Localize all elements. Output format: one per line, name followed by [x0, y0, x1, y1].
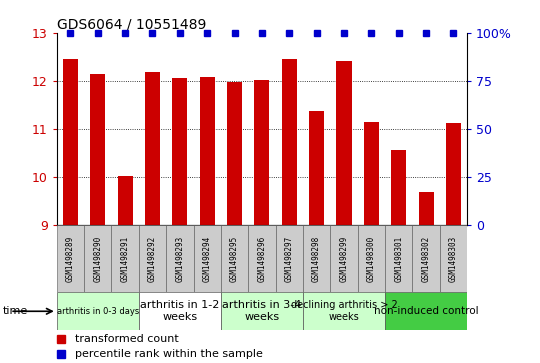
Bar: [357, 225, 385, 292]
Bar: [309, 111, 324, 225]
Text: arthritis in 3-4
weeks: arthritis in 3-4 weeks: [222, 301, 301, 322]
Text: GSM1498289: GSM1498289: [66, 236, 75, 282]
Text: percentile rank within the sample: percentile rank within the sample: [75, 349, 263, 359]
Text: declining arthritis > 2
weeks: declining arthritis > 2 weeks: [291, 301, 397, 322]
Text: GSM1498292: GSM1498292: [148, 236, 157, 282]
Bar: [227, 82, 242, 225]
Text: GSM1498297: GSM1498297: [285, 236, 294, 282]
Bar: [139, 225, 166, 292]
Bar: [282, 59, 297, 225]
Text: GDS6064 / 10551489: GDS6064 / 10551489: [57, 17, 206, 32]
Bar: [90, 74, 105, 225]
Text: transformed count: transformed count: [75, 334, 179, 344]
Text: GSM1498303: GSM1498303: [449, 236, 458, 282]
Bar: [385, 292, 467, 330]
Text: GSM1498300: GSM1498300: [367, 236, 376, 282]
Bar: [254, 80, 269, 225]
Text: arthritis in 0-3 days: arthritis in 0-3 days: [57, 307, 139, 316]
Bar: [275, 225, 303, 292]
Bar: [200, 77, 215, 225]
Bar: [111, 225, 139, 292]
Bar: [84, 225, 111, 292]
Text: time: time: [3, 306, 28, 316]
Text: GSM1498291: GSM1498291: [120, 236, 130, 282]
Text: GSM1498294: GSM1498294: [202, 236, 212, 282]
Bar: [303, 225, 330, 292]
Text: GSM1498301: GSM1498301: [394, 236, 403, 282]
Bar: [139, 292, 221, 330]
Bar: [57, 292, 139, 330]
Text: GSM1498295: GSM1498295: [230, 236, 239, 282]
Bar: [336, 61, 352, 225]
Bar: [446, 123, 461, 225]
Bar: [413, 225, 440, 292]
Bar: [193, 225, 221, 292]
Bar: [418, 192, 434, 225]
Bar: [221, 292, 303, 330]
Bar: [172, 78, 187, 225]
Bar: [385, 225, 413, 292]
Bar: [166, 225, 193, 292]
Bar: [440, 225, 467, 292]
Bar: [118, 176, 133, 225]
Text: GSM1498299: GSM1498299: [340, 236, 348, 282]
Bar: [303, 292, 385, 330]
Text: GSM1498290: GSM1498290: [93, 236, 102, 282]
Bar: [364, 122, 379, 225]
Bar: [221, 225, 248, 292]
Text: GSM1498296: GSM1498296: [258, 236, 266, 282]
Text: GSM1498302: GSM1498302: [422, 236, 430, 282]
Bar: [63, 59, 78, 225]
Bar: [391, 150, 406, 225]
Bar: [145, 72, 160, 225]
Text: GSM1498293: GSM1498293: [176, 236, 184, 282]
Text: arthritis in 1-2
weeks: arthritis in 1-2 weeks: [140, 301, 219, 322]
Bar: [57, 225, 84, 292]
Bar: [248, 225, 275, 292]
Bar: [330, 225, 357, 292]
Text: non-induced control: non-induced control: [374, 306, 478, 316]
Text: GSM1498298: GSM1498298: [312, 236, 321, 282]
